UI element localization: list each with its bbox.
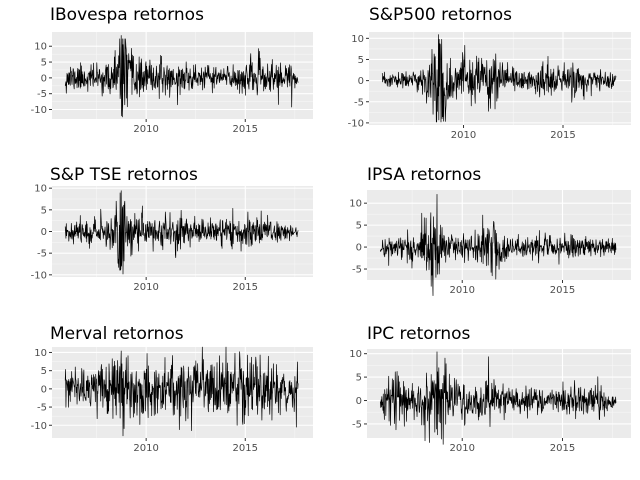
x-tick-label: 2015 bbox=[550, 443, 575, 454]
x-tick-label: 2015 bbox=[233, 124, 258, 135]
y-tick-label: 10 bbox=[34, 184, 47, 195]
chart-title: S&P TSE retornos bbox=[50, 165, 198, 185]
y-tick-label: -10 bbox=[31, 270, 47, 281]
x-tick-label: 2015 bbox=[550, 285, 575, 296]
y-tick-label: 5 bbox=[41, 366, 47, 377]
x-tick-label: 2010 bbox=[450, 443, 475, 454]
y-tick-label: 10 bbox=[349, 349, 362, 360]
y-tick-label: -5 bbox=[37, 249, 47, 260]
y-tick-label: 0 bbox=[358, 76, 364, 87]
panel-background bbox=[367, 349, 631, 438]
returns-series-line bbox=[64, 346, 299, 437]
y-tick-label: 5 bbox=[41, 205, 47, 216]
chart-panel: IPC retornos -5 0 5 10 2010 2015 bbox=[349, 324, 631, 454]
y-tick-label: 5 bbox=[356, 221, 362, 232]
x-tick-label: 2010 bbox=[450, 285, 475, 296]
x-tick-label: 2010 bbox=[133, 443, 158, 454]
chart-panel: IBovespa retornos -10 -5 0 5 10 2010 2015 bbox=[31, 5, 313, 135]
returns-series-line bbox=[64, 35, 299, 118]
y-tick-label: 0 bbox=[41, 227, 47, 238]
y-tick-label: -5 bbox=[37, 89, 47, 100]
chart-panel: S&P500 retornos -10 -5 0 5 10 2010 2015 bbox=[348, 5, 631, 141]
returns-series-line bbox=[64, 190, 299, 275]
y-tick-label: -5 bbox=[37, 403, 47, 414]
x-tick-label: 2015 bbox=[233, 443, 258, 454]
chart-title: S&P500 retornos bbox=[369, 5, 512, 25]
y-tick-label: -5 bbox=[352, 419, 362, 430]
y-tick-label: 5 bbox=[358, 55, 364, 66]
returns-series-line bbox=[380, 194, 617, 296]
y-tick-label: -5 bbox=[352, 265, 362, 276]
y-tick-label: -10 bbox=[348, 118, 364, 129]
y-tick-label: 10 bbox=[351, 34, 364, 45]
x-tick-label: 2010 bbox=[451, 130, 476, 141]
chart-title: IPSA retornos bbox=[367, 165, 481, 185]
chart-title: Merval retornos bbox=[50, 324, 184, 344]
returns-series-line bbox=[380, 351, 617, 445]
x-tick-label: 2015 bbox=[550, 130, 575, 141]
chart-panel: S&P TSE retornos -10 -5 0 5 10 2010 2015 bbox=[31, 165, 313, 293]
chart-title: IPC retornos bbox=[367, 324, 471, 344]
x-tick-label: 2010 bbox=[133, 124, 158, 135]
y-tick-label: 10 bbox=[349, 199, 362, 210]
chart-title: IBovespa retornos bbox=[50, 5, 204, 25]
y-tick-label: 10 bbox=[34, 348, 47, 359]
y-tick-label: 5 bbox=[356, 373, 362, 384]
y-tick-label: 0 bbox=[356, 396, 362, 407]
y-tick-label: -5 bbox=[354, 97, 364, 108]
x-tick-label: 2010 bbox=[133, 282, 158, 293]
y-tick-label: 5 bbox=[41, 58, 47, 69]
chart-panel: Merval retornos -10 -5 0 5 10 2010 2015 bbox=[31, 324, 313, 454]
y-tick-label: 10 bbox=[34, 42, 47, 53]
chart-panel: IPSA retornos -5 0 5 10 2010 2015 bbox=[349, 165, 631, 296]
y-tick-label: 0 bbox=[41, 73, 47, 84]
y-tick-label: -10 bbox=[31, 421, 47, 432]
returns-series-line bbox=[381, 34, 617, 123]
y-tick-label: 0 bbox=[356, 243, 362, 254]
y-tick-label: 0 bbox=[41, 384, 47, 395]
y-tick-label: -10 bbox=[31, 105, 47, 116]
x-tick-label: 2015 bbox=[233, 282, 258, 293]
